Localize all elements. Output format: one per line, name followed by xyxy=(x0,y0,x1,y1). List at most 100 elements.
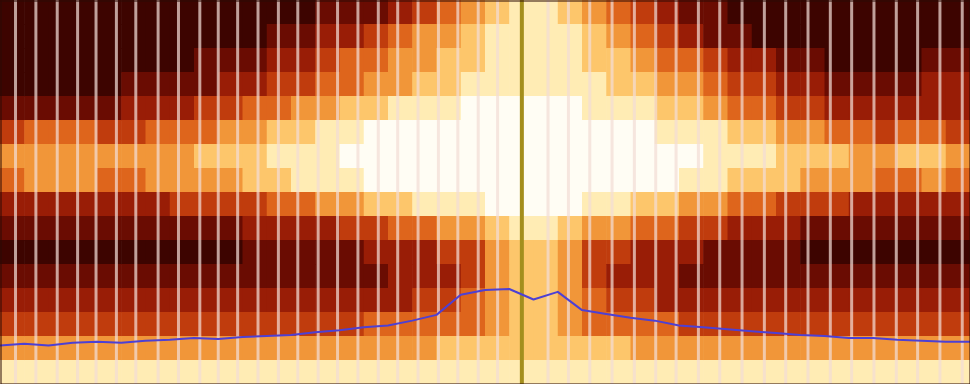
heatmap-cell xyxy=(388,240,413,265)
stripe-line xyxy=(741,0,744,384)
stripe-line xyxy=(417,0,420,384)
heatmap-cell xyxy=(170,72,195,97)
heatmap-cell xyxy=(922,144,947,169)
heatmap-cell xyxy=(364,72,389,97)
heatmap-cell xyxy=(461,216,486,241)
heatmap-cell xyxy=(606,192,631,217)
heatmap xyxy=(0,0,970,384)
heatmap-cell xyxy=(49,336,74,361)
heatmap-cell xyxy=(461,312,486,337)
heatmap-cell xyxy=(946,144,970,169)
heatmap-cell xyxy=(873,360,898,384)
heatmap-cell xyxy=(243,0,268,25)
heatmap-cell xyxy=(582,144,607,169)
heatmap-cell xyxy=(49,72,74,97)
stripe-line xyxy=(95,0,98,384)
heatmap-cell xyxy=(49,216,74,241)
heatmap-cell xyxy=(412,216,437,241)
stripe-line xyxy=(437,0,440,384)
stripe-line xyxy=(14,0,17,384)
heatmap-cell xyxy=(946,72,970,97)
heatmap-cell xyxy=(946,216,970,241)
marks xyxy=(0,0,970,384)
heatmap-cell xyxy=(534,48,559,73)
heatmap-cell xyxy=(703,288,728,313)
heatmap-cell xyxy=(218,192,243,217)
stripe-line xyxy=(336,0,339,384)
stripe-line xyxy=(807,0,810,384)
heatmap-cell xyxy=(291,48,316,73)
heatmap-cell xyxy=(97,72,122,97)
heatmap-cell xyxy=(534,96,559,121)
heatmap-cell xyxy=(582,240,607,265)
heatmap-cell xyxy=(703,360,728,384)
heatmap-cell xyxy=(121,240,146,265)
heatmap-cell xyxy=(388,336,413,361)
heatmap-cell xyxy=(340,0,365,25)
heatmap-cell xyxy=(728,24,753,49)
heatmap-cell xyxy=(49,312,74,337)
heatmap-cell xyxy=(194,72,219,97)
heatmap-cell xyxy=(873,192,898,217)
heatmap-cell xyxy=(922,240,947,265)
heatmap-cell xyxy=(800,312,825,337)
heatmap-cell xyxy=(340,336,365,361)
heatmap-cell xyxy=(728,288,753,313)
heatmap-cell xyxy=(218,360,243,384)
stripe-line xyxy=(356,0,359,384)
stripe-line xyxy=(496,0,499,384)
heatmap-cell xyxy=(0,48,25,73)
heatmap-cell xyxy=(946,168,970,193)
heatmap-cell xyxy=(825,120,850,145)
heatmap-cell xyxy=(873,0,898,25)
heatmap-cell xyxy=(412,96,437,121)
heatmap-cell xyxy=(97,192,122,217)
heatmap-cell xyxy=(49,0,74,25)
heatmap-cell xyxy=(922,120,947,145)
heatmap-cell xyxy=(922,72,947,97)
heatmap-cell xyxy=(800,216,825,241)
heatmap-cell xyxy=(0,0,25,25)
stripe-line xyxy=(296,0,299,384)
heatmap-cell xyxy=(412,144,437,169)
heatmap-cell xyxy=(461,192,486,217)
heatmap-cell xyxy=(606,336,631,361)
heatmap-cell xyxy=(0,168,25,193)
heatmap-cell xyxy=(412,288,437,313)
heatmap-cell xyxy=(776,0,801,25)
heatmap-cell xyxy=(291,144,316,169)
heatmap-cell xyxy=(606,360,631,384)
heatmap-cell xyxy=(703,216,728,241)
heatmap-cell xyxy=(121,360,146,384)
heatmap-cell xyxy=(194,216,219,241)
heatmap-cell xyxy=(679,360,704,384)
heatmap-cell xyxy=(776,168,801,193)
heatmap-cell xyxy=(703,48,728,73)
heatmap-cell xyxy=(558,96,583,121)
heatmap-cell xyxy=(49,120,74,145)
stripe-line xyxy=(675,0,678,384)
heatmap-cell xyxy=(922,192,947,217)
plot-area xyxy=(0,0,970,384)
heatmap-cell xyxy=(800,336,825,361)
heatmap-cell xyxy=(558,168,583,193)
heatmap-cell xyxy=(703,24,728,49)
heatmap-cell xyxy=(776,288,801,313)
heatmap-cell xyxy=(606,216,631,241)
heatmap-cell xyxy=(534,72,559,97)
heatmap-cell xyxy=(922,24,947,49)
heatmap-cell xyxy=(121,312,146,337)
heatmap-cell xyxy=(800,288,825,313)
heatmap-cell xyxy=(194,96,219,121)
heatmap-cell xyxy=(340,216,365,241)
heatmap-cell xyxy=(873,168,898,193)
heatmap-cell xyxy=(679,312,704,337)
heatmap-cell xyxy=(49,24,74,49)
stripe-line xyxy=(177,0,180,384)
heatmap-cell xyxy=(412,72,437,97)
heatmap-cell xyxy=(461,168,486,193)
heatmap-cell xyxy=(582,0,607,25)
heatmap-cell xyxy=(776,192,801,217)
heatmap-cell xyxy=(218,288,243,313)
heatmap-cell xyxy=(388,264,413,289)
